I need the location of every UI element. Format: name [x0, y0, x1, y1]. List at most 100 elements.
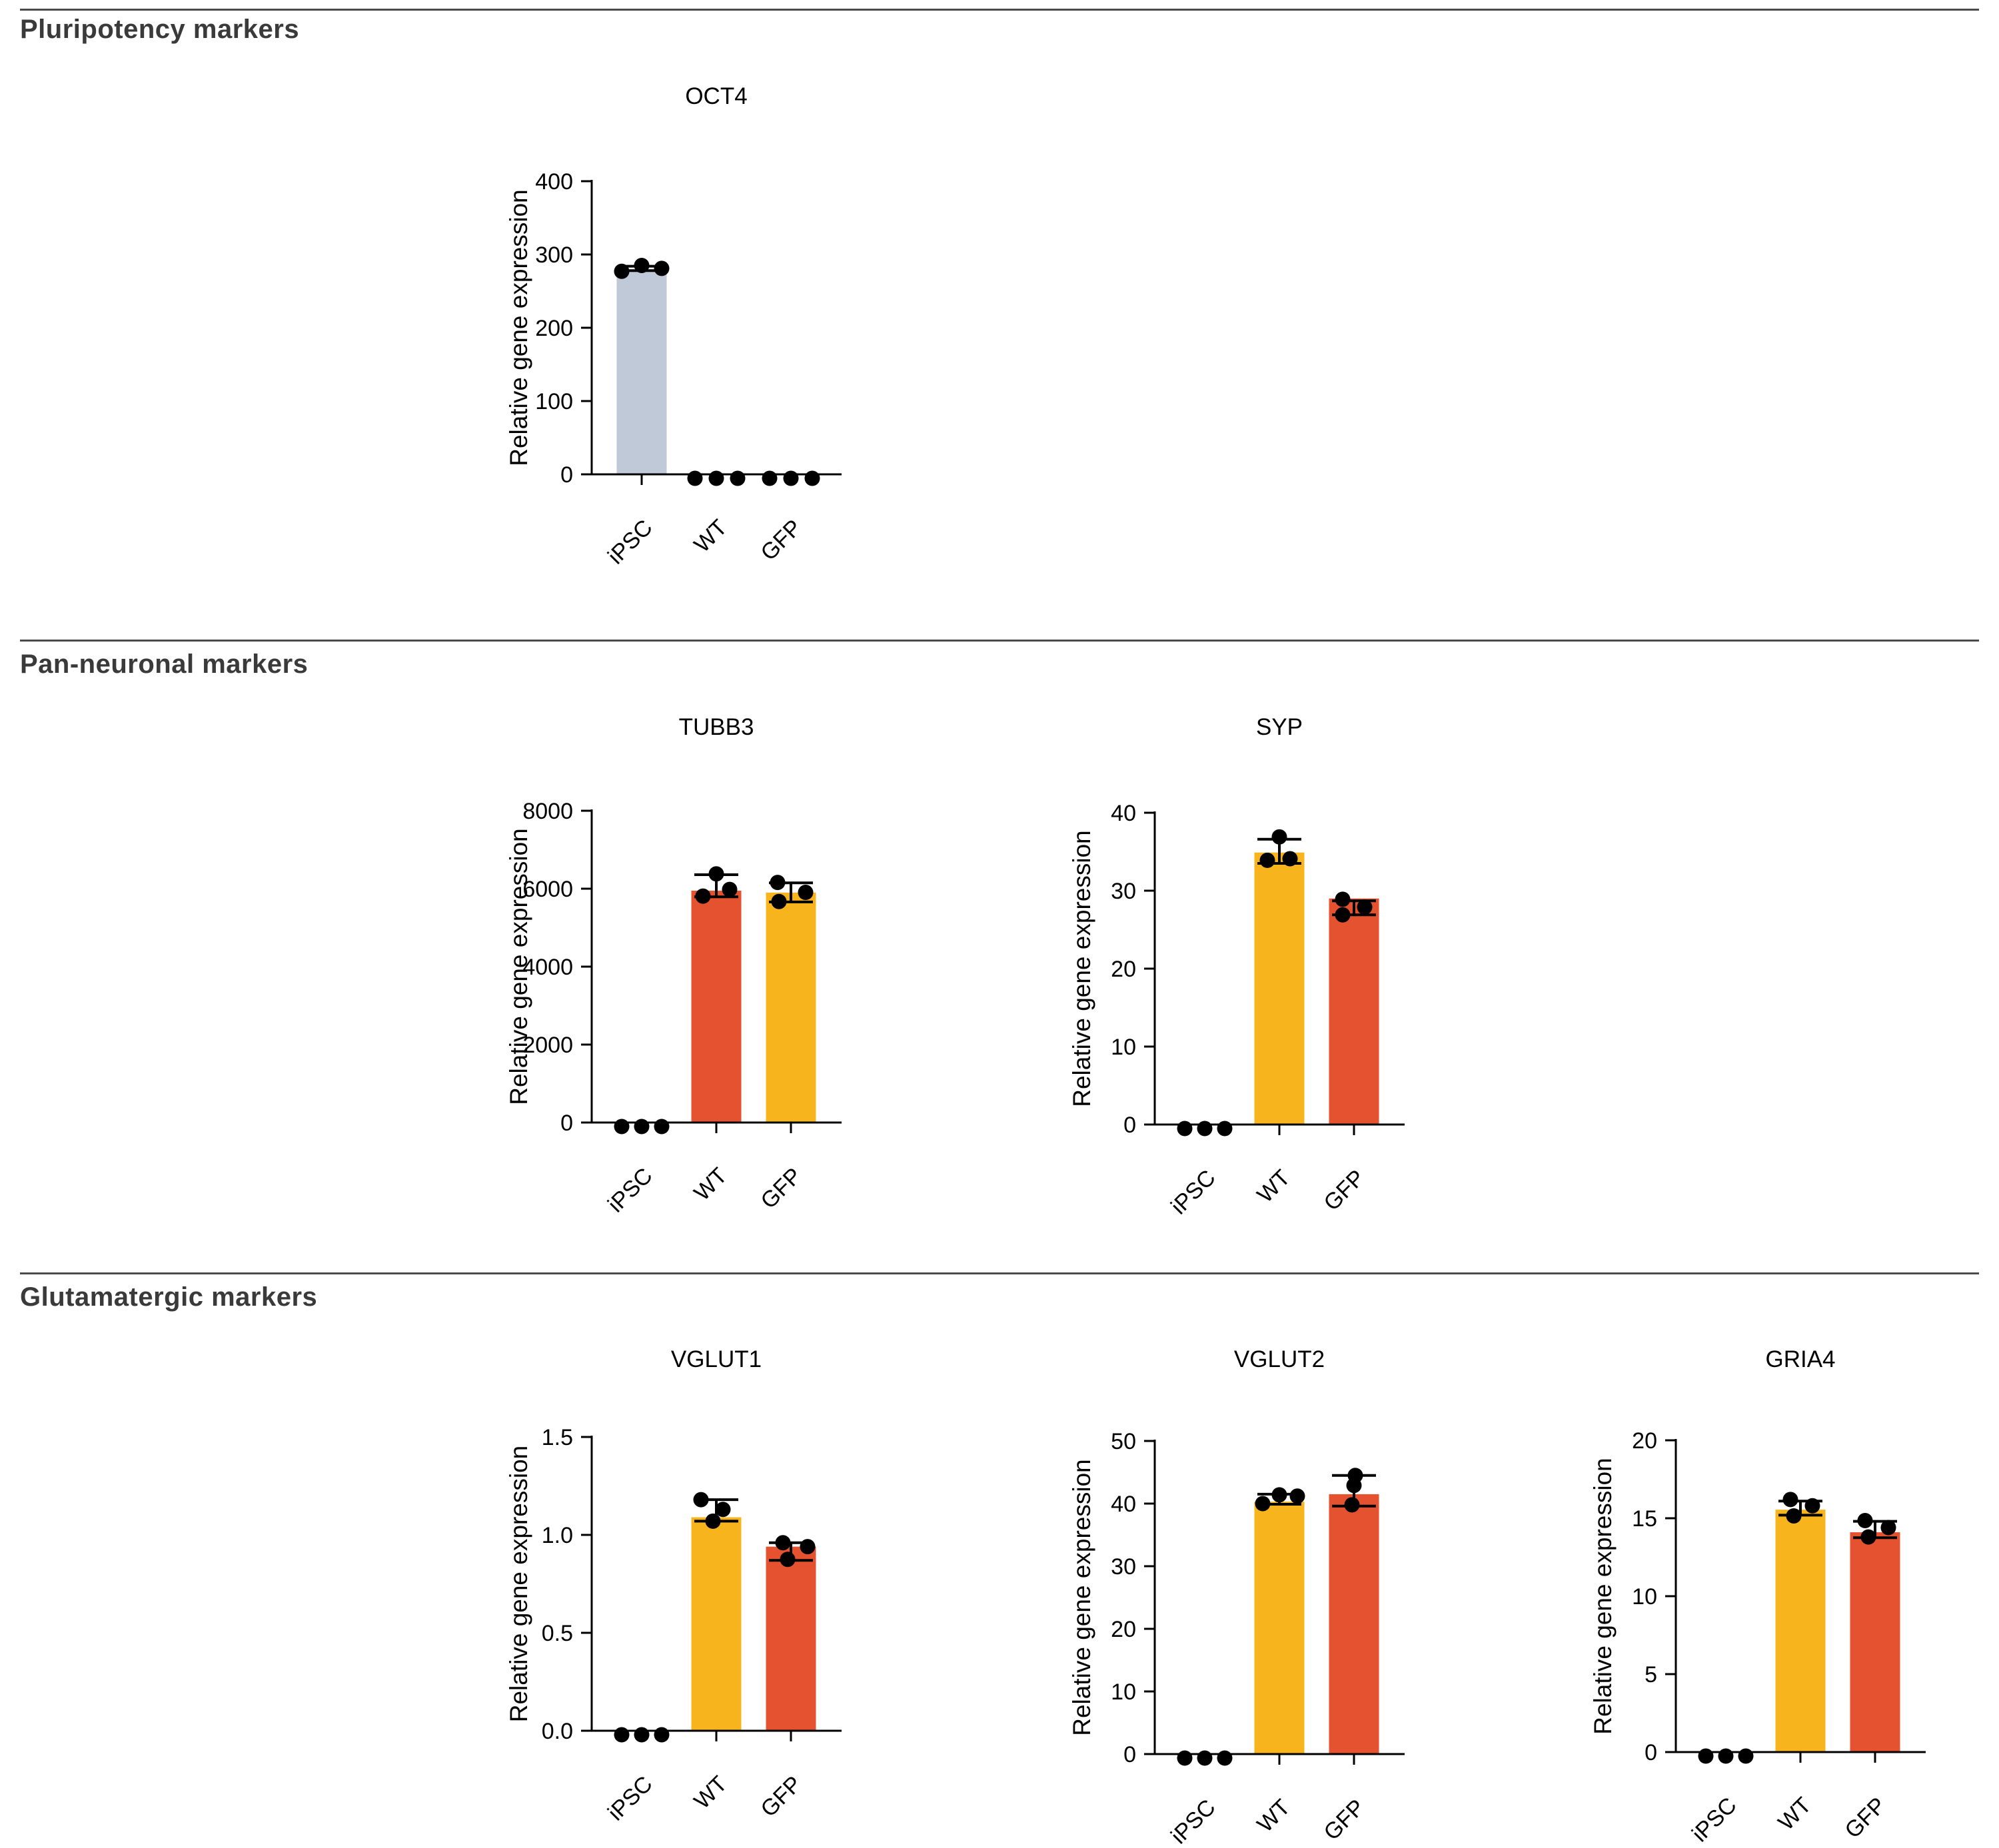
- chart-title: GRIA4: [1765, 1346, 1835, 1372]
- x-tick-label: WT: [689, 515, 732, 558]
- x-tick-label: iPSC: [603, 1771, 658, 1826]
- y-tick-label: 10: [1111, 1035, 1136, 1060]
- y-tick-label: 20: [1111, 1617, 1136, 1642]
- y-tick-label: 8000: [522, 799, 573, 824]
- chart-title: VGLUT1: [671, 1346, 762, 1372]
- data-point: [1346, 1478, 1362, 1494]
- y-tick-label: 0: [1645, 1740, 1657, 1765]
- y-tick-label: 4000: [522, 955, 573, 980]
- y-tick-label: 20: [1632, 1428, 1657, 1454]
- data-point: [634, 1119, 650, 1135]
- x-tick-label: iPSC: [603, 515, 658, 570]
- x-tick-label: GFP: [1319, 1795, 1369, 1845]
- data-point: [708, 470, 724, 486]
- chart-title: VGLUT2: [1234, 1346, 1325, 1372]
- y-tick-label: 6000: [522, 877, 573, 902]
- data-point: [804, 470, 820, 486]
- x-tick-label: GFP: [1840, 1793, 1890, 1843]
- data-point: [1698, 1748, 1714, 1764]
- data-point: [722, 881, 738, 897]
- data-point: [705, 1513, 721, 1529]
- y-axis-label: Relative gene expression: [1068, 1459, 1095, 1735]
- bar-gfp: [1329, 898, 1379, 1125]
- x-tick-label: iPSC: [1687, 1793, 1742, 1847]
- chart-syp: 0 10 20 30 40 iPSC WT GFP Relative gene expressi…: [1068, 714, 1405, 1219]
- x-tick-label: WT: [1252, 1165, 1295, 1208]
- y-tick-label: 20: [1111, 957, 1136, 982]
- data-point: [1197, 1750, 1213, 1766]
- data-point: [798, 885, 814, 901]
- chart-title: SYP: [1256, 714, 1303, 740]
- data-point: [715, 1502, 731, 1518]
- chart-title: OCT4: [685, 83, 747, 109]
- data-point: [1271, 1487, 1287, 1503]
- data-point: [800, 1539, 816, 1555]
- bar-wt: [1254, 852, 1305, 1125]
- data-point: [1880, 1520, 1896, 1536]
- data-point: [783, 470, 799, 486]
- data-point: [1344, 1497, 1360, 1513]
- data-point: [780, 1552, 796, 1568]
- y-axis-label: Relative gene expression: [1589, 1458, 1617, 1734]
- data-point: [708, 866, 724, 882]
- y-tick-label: 10: [1111, 1679, 1136, 1705]
- y-axis-label: Relative gene expression: [505, 828, 532, 1105]
- data-point: [1335, 907, 1351, 923]
- data-point: [770, 875, 786, 891]
- y-tick-label: 300: [535, 242, 573, 268]
- chart-title: TUBB3: [679, 714, 754, 740]
- data-point: [654, 1727, 670, 1743]
- chart-gria4: 0 5 10 15 20 iPSC WT GFP Relative gene expressio…: [1589, 1346, 1926, 1847]
- x-tick-label: iPSC: [1166, 1795, 1221, 1848]
- data-point: [654, 260, 670, 276]
- y-tick-label: 400: [535, 169, 573, 195]
- data-point: [1217, 1750, 1233, 1766]
- data-point: [687, 470, 703, 486]
- bar-gfp: [766, 892, 816, 1123]
- chart-vglut1: 0.0 0.5 1.0 1.5 iPSC WT GFP Relative gene expre…: [505, 1346, 842, 1825]
- y-tick-label: 1.5: [542, 1425, 573, 1450]
- y-tick-label: 0.5: [542, 1621, 573, 1646]
- chart-oct4: 0 100 200 300 400 iPSC WT GFP Relative gene expr…: [505, 83, 842, 569]
- y-tick-label: 5: [1645, 1662, 1657, 1687]
- data-point: [634, 1727, 650, 1743]
- y-tick-label: 15: [1632, 1506, 1657, 1532]
- data-point: [1255, 1496, 1271, 1512]
- bar-wt: [1775, 1510, 1826, 1752]
- data-point: [614, 263, 630, 279]
- y-tick-label: 50: [1111, 1429, 1136, 1454]
- data-point: [1217, 1121, 1233, 1137]
- data-point: [1738, 1748, 1754, 1764]
- y-axis-label: Relative gene expression: [505, 1446, 532, 1722]
- data-point: [1857, 1513, 1873, 1529]
- y-tick-label: 30: [1111, 1554, 1136, 1580]
- data-point: [693, 1492, 709, 1508]
- data-point: [730, 470, 746, 486]
- data-point: [1282, 851, 1298, 867]
- y-tick-label: 0: [1123, 1113, 1136, 1138]
- bar-gfp: [1329, 1494, 1379, 1754]
- data-point: [771, 893, 787, 909]
- x-tick-label: GFP: [756, 515, 806, 566]
- bar-gfp: [1850, 1532, 1900, 1752]
- data-point: [1782, 1492, 1798, 1508]
- x-tick-label: WT: [689, 1163, 732, 1206]
- bar-wt: [691, 890, 742, 1123]
- data-point: [1197, 1121, 1213, 1137]
- data-point: [1177, 1121, 1193, 1137]
- y-axis-label: Relative gene expression: [1068, 830, 1095, 1107]
- data-point: [614, 1727, 630, 1743]
- data-point: [1259, 852, 1275, 868]
- section-header-glutamatergic: Glutamatergic markers: [20, 1282, 318, 1312]
- x-tick-label: WT: [1773, 1793, 1816, 1835]
- y-tick-label: 0.0: [542, 1719, 573, 1744]
- x-tick-label: iPSC: [1166, 1165, 1221, 1220]
- bar-gfp: [766, 1546, 816, 1731]
- x-tick-label: GFP: [756, 1771, 806, 1822]
- bar-wt: [1254, 1502, 1305, 1754]
- y-tick-label: 2000: [522, 1033, 573, 1058]
- data-point: [1335, 891, 1351, 907]
- data-point: [1718, 1748, 1734, 1764]
- y-tick-label: 0: [560, 1111, 573, 1136]
